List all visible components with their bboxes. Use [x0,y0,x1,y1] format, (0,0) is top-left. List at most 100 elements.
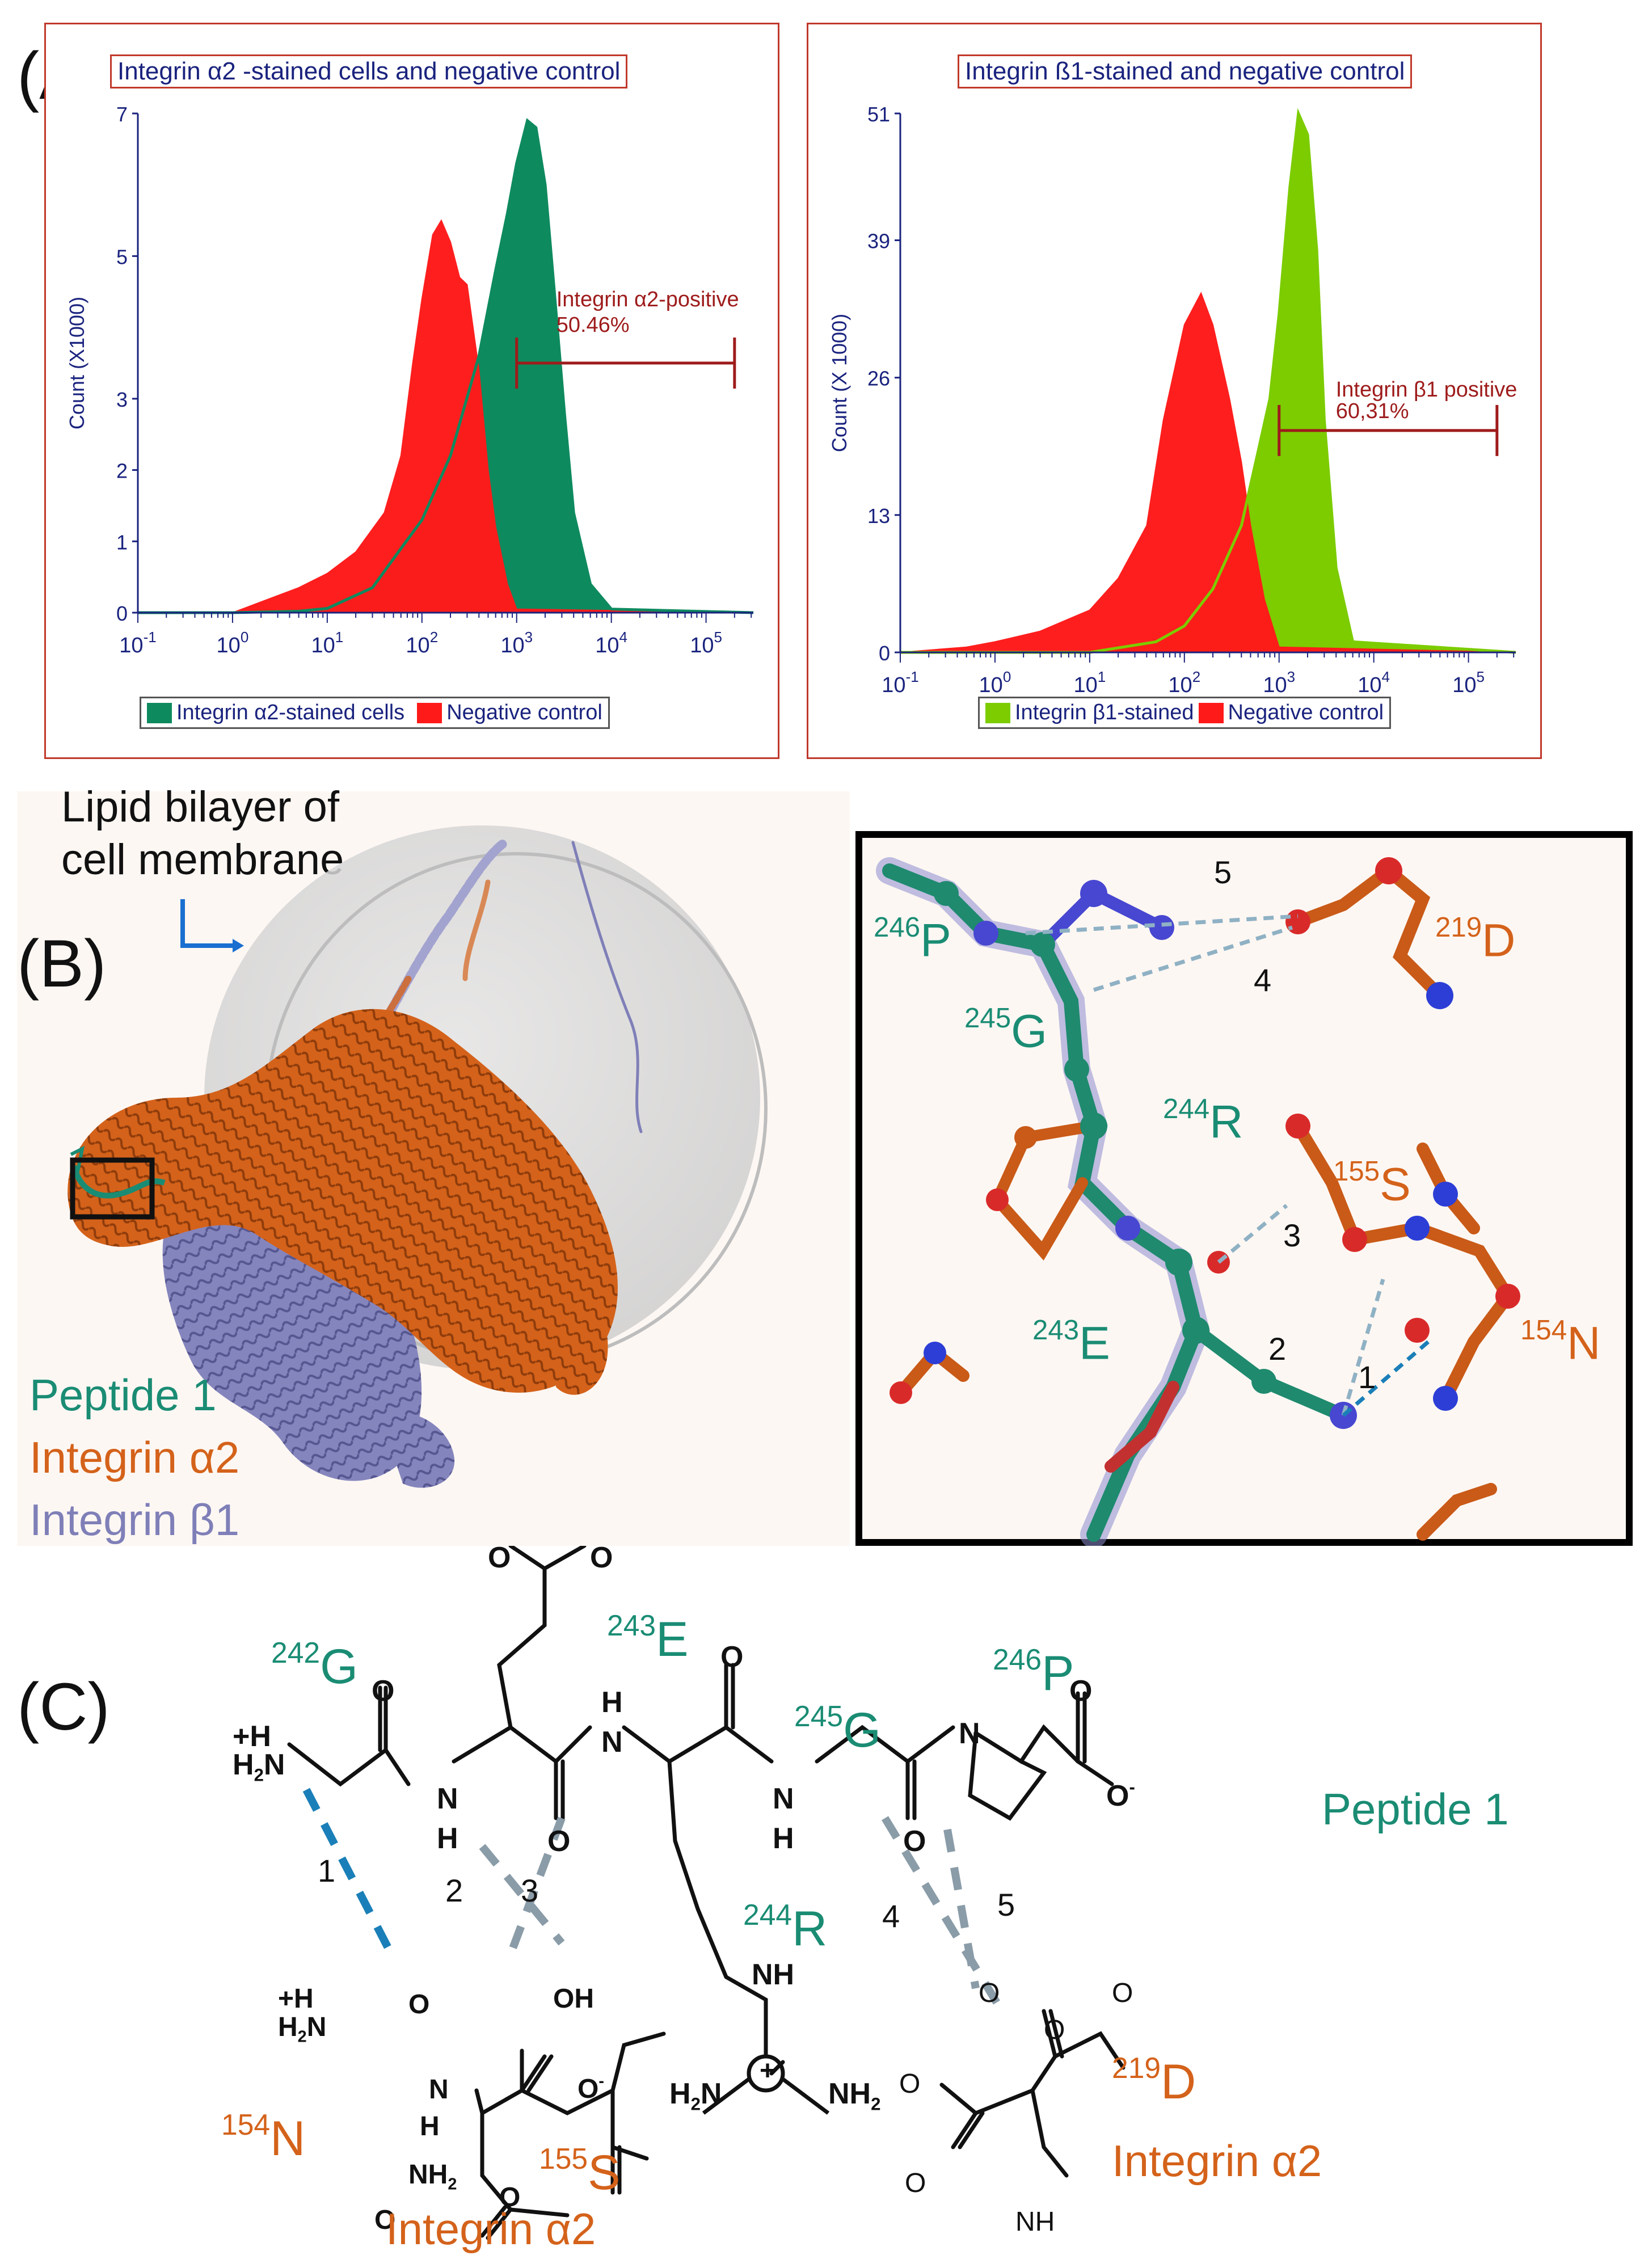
y-tick-label: 26 [867,367,890,390]
inset-residue-246P: 246P [874,912,951,967]
atom-label-o: O [374,2205,396,2235]
atom-label-o-219-side: O [1112,1978,1133,2008]
atom-label-o: O [499,2182,521,2212]
atom-label-h: H [420,2111,440,2141]
y-tick-label: 13 [867,504,890,528]
series-area-1 [900,292,1516,653]
panel-label-c: (C) [17,1670,110,1744]
bond-label-5: 5 [997,1887,1015,1923]
atom-label-o-219-ring: O [1044,2015,1065,2045]
atom-label-o: O [488,1541,511,1574]
inset-bond-label-2: 2 [1268,1331,1287,1367]
inset-residue-243E: 243E [1032,1314,1110,1369]
bond-label-1: 1 [318,1853,336,1888]
atom-label-o: O [372,1675,395,1708]
y-axis-label: Count (X 1000) [828,314,851,452]
membrane-label-line2: cell membrane [61,836,344,884]
legend-swatch-negative [417,702,442,723]
legend-b1: Integrin β1-stained Negative control [978,697,1392,729]
atom-label-o: O [408,1989,430,2020]
residue-label-245G: 245G [794,1700,881,1758]
legend-swatch-negative [1198,702,1224,723]
atom-label-n: N [437,1782,458,1815]
residue-label-154N: 154N [221,2108,306,2166]
x-tick-label: 104 [1358,668,1390,697]
zoom-region-box [70,1157,155,1220]
bond-label-4: 4 [882,1898,900,1934]
histogram-integrin-a2: 0 1 2 3 5 7 10-1 100 101 102 103 104 105 Count (X1000… [65,103,754,657]
chemical-structure-diagram [287,1546,1125,2240]
inset-residue-245G: 245G [964,1002,1047,1057]
chart-title-a2: Integrin α2 -stained cells and negative … [110,54,628,88]
inset-residue-155S: 155S [1333,1156,1411,1211]
x-tick-label: 102 [406,629,438,657]
atom-label-nh2-154: NH2 [408,2160,457,2194]
atom-label-o: O [903,1825,926,1858]
atom-label-h2n: H2N [233,1748,285,1785]
residue-label-242G: 242G [271,1636,358,1694]
atom-label-o-219-bottom: O [905,2168,926,2198]
integrin-alpha2-label-left: Integrin α2 [386,2204,596,2254]
inset-bond-label-4: 4 [1254,962,1272,998]
x-tick-label: 103 [500,629,533,657]
x-tick-label: 100 [217,629,249,657]
binding-site-inset [855,831,1633,1546]
y-tick-label: 5 [116,245,128,268]
atom-label-h3n-219: HN [1015,2206,1055,2236]
y-tick-label: 51 [867,103,890,126]
legend-a2: Integrin α2-stained cells Negative contr… [140,697,610,729]
inset-residue-244R: 244R [1163,1093,1243,1148]
atom-label-nh: NH [752,1958,795,1991]
chart-title-b1: Integrin ß1-stained and negative control [958,54,1413,88]
atom-label-o: O [547,1825,571,1858]
inset-residue-154N: 154N [1520,1314,1601,1369]
histogram-integrin-b1: 0 13 26 39 51 10-1 100 101 102 103 104 105 Count (X … [828,103,1517,697]
integrin-alpha2-ribbon [68,1009,618,1395]
atom-label-h3n-154: +H [278,1984,314,2014]
panel-label-b: (B) [17,926,107,1001]
integrin-alpha2-label-right: Integrin α2 [1112,2136,1322,2186]
hydrogen-bond-lines [1025,914,1430,1417]
membrane-label-line1: Lipid bilayer of [61,783,340,831]
y-tick-label: 0 [879,642,890,665]
legend-integrin-alpha2: Integrin α2 [29,1432,240,1482]
x-tick-label: 100 [979,668,1011,697]
guanidinium-group [702,1975,830,2115]
x-tick-label: 10-1 [119,629,156,657]
atom-label-o: O [590,1541,613,1574]
atom-label-n: N [773,1782,794,1815]
series-outline-stained [138,118,754,614]
atom-label-h2n-left: H2N [669,2077,722,2114]
peptide-1-label: Peptide 1 [1322,1784,1509,1834]
x-tick-label: 105 [690,629,722,657]
x-tick-label: 104 [595,629,627,657]
y-tick-label: 1 [116,530,128,554]
x-tick-label: 102 [1168,668,1200,697]
legend-label-stained: Integrin α2-stained cells [176,701,405,724]
hydrogen-bond-lines [302,1788,1002,2008]
atom-label-n: N [601,1726,623,1759]
atom-label-o-minus: O- [1106,1777,1135,1812]
protein-structure-illustration [68,825,768,1488]
atom-label-h: H [773,1822,794,1855]
atom-spheres [890,857,1520,1429]
atom-label-o-219-lower: O [899,2069,921,2099]
legend-integrin-beta1: Integrin β1 [29,1495,240,1545]
atom-label-o: O [1069,1675,1093,1708]
legend-label-stained: Integrin β1-stained [1015,701,1194,724]
inset-bond-label-3: 3 [1283,1217,1301,1253]
x-tick-label: 10-1 [882,668,918,697]
bond-label-2: 2 [445,1873,463,1908]
legend-peptide1: Peptide 1 [29,1370,217,1420]
series-outline-stained [900,108,1516,654]
series-area-1 [138,219,754,613]
membrane-arrow-icon [180,899,244,952]
atom-label-nh2-right: NH2 [828,2077,881,2114]
gate-value: 50.46% [557,313,630,337]
atom-label-h: H [601,1686,623,1719]
residue-label-244R: 244R [743,1898,828,1957]
atom-label-o-219-top: O [979,1978,1000,2008]
peptide-bonds [287,1546,1125,2240]
legend-swatch-stained [147,702,172,723]
residue-label-219D: 219D [1112,2051,1196,2110]
